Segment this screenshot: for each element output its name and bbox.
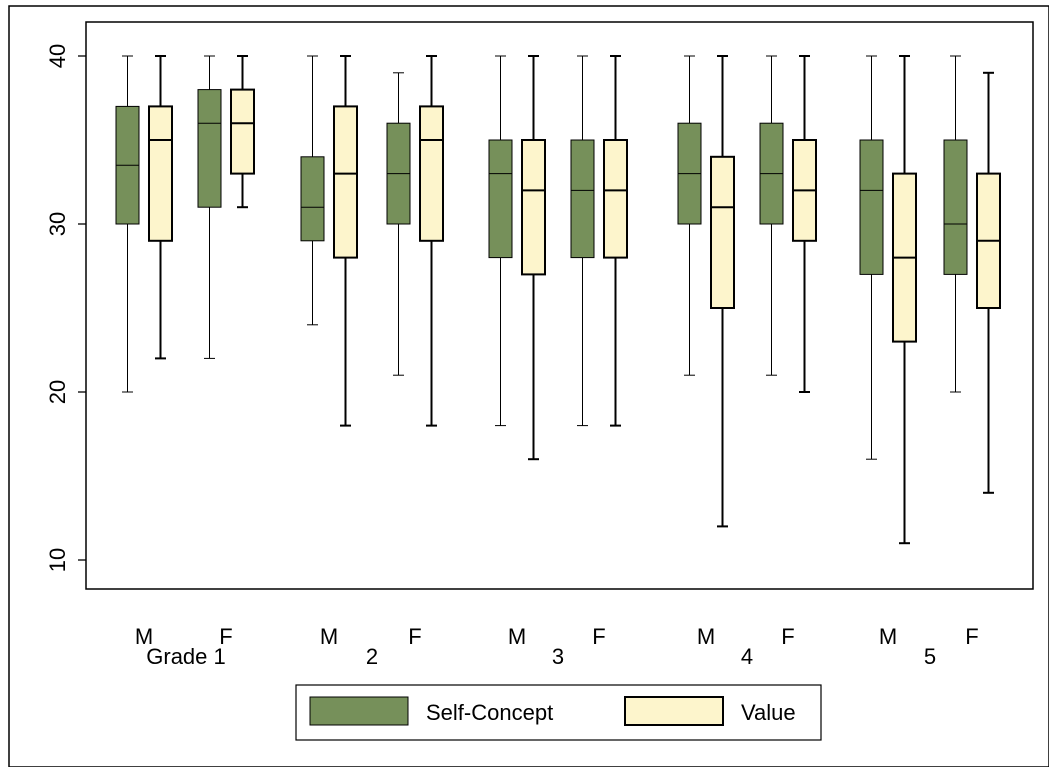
value-box-3-f	[603, 55, 628, 427]
self-concept-box-grade-1-m	[115, 55, 140, 393]
legend-frame	[295, 684, 822, 741]
legend-swatch-value	[624, 696, 724, 726]
x-sub-label-5-f: F	[965, 624, 978, 649]
value-box-grade-1-m-iqr	[148, 105, 173, 242]
value-box-2-m	[333, 55, 358, 427]
self-concept-box-3-f	[570, 55, 595, 427]
x-group-label-grade-1: Grade 1	[146, 644, 226, 669]
self-concept-box-4-m	[677, 55, 702, 376]
x-sub-label-grade-1-f: F	[219, 624, 232, 649]
value-box-3-f-iqr	[603, 139, 628, 259]
boxes-layer	[115, 55, 1001, 545]
self-concept-box-5-f	[943, 55, 968, 393]
self-concept-box-2-m	[300, 55, 325, 326]
self-concept-box-5-m-iqr	[859, 139, 884, 275]
x-group-label-2: 2	[366, 644, 378, 669]
y-tick-label-30: 30	[45, 212, 70, 236]
y-axis: 10 20 30 40	[45, 44, 86, 572]
value-box-3-m	[521, 55, 546, 461]
x-group-label-4: 4	[741, 644, 753, 669]
value-box-grade-1-f-iqr	[230, 88, 255, 175]
legend-label-self-concept: Self-Concept	[426, 700, 553, 725]
x-sub-label-2-m: M	[320, 624, 338, 649]
value-box-5-f	[976, 71, 1001, 494]
x-sub-label-2-f: F	[408, 624, 421, 649]
value-box-2-m-iqr	[333, 105, 358, 259]
self-concept-box-3-m-iqr	[488, 139, 513, 259]
x-sub-label-5-m: M	[879, 624, 897, 649]
self-concept-box-4-f	[759, 55, 784, 376]
value-box-4-m	[710, 55, 735, 528]
y-tick-label-20: 20	[45, 380, 70, 404]
value-box-2-f-iqr	[419, 105, 444, 242]
legend-item-self-concept: Self-Concept	[309, 696, 553, 726]
x-sub-label-grade-1-m: M	[135, 624, 153, 649]
value-box-4-m-iqr	[710, 155, 735, 309]
x-sub-label-3-f: F	[592, 624, 605, 649]
legend-label-value: Value	[741, 700, 796, 725]
legend-swatch-self-concept	[309, 696, 409, 726]
x-group-label-5: 5	[924, 644, 936, 669]
value-box-3-m-iqr	[521, 139, 546, 276]
self-concept-box-3-m	[488, 55, 513, 427]
x-group-label-3: 3	[552, 644, 564, 669]
x-sub-label-4-f: F	[781, 624, 794, 649]
self-concept-box-5-f-iqr	[943, 139, 968, 275]
x-sub-label-3-m: M	[508, 624, 526, 649]
value-box-grade-1-f	[230, 55, 255, 209]
legend: Self-Concept Value	[295, 684, 822, 741]
self-concept-box-2-m-iqr	[300, 156, 325, 242]
plot-area	[85, 21, 1034, 590]
value-box-grade-1-m	[148, 55, 173, 360]
y-tick-label-40: 40	[45, 44, 70, 68]
x-sub-label-4-m: M	[697, 624, 715, 649]
self-concept-box-3-f-iqr	[570, 139, 595, 259]
y-tick-label-10: 10	[45, 548, 70, 572]
outer-frame	[8, 5, 1049, 767]
value-box-5-m	[892, 55, 917, 545]
self-concept-box-grade-1-f-iqr	[197, 89, 222, 208]
self-concept-box-2-f	[386, 72, 411, 376]
self-concept-box-5-m	[859, 55, 884, 460]
value-box-2-f	[419, 55, 444, 427]
legend-item-value: Value	[624, 696, 796, 726]
self-concept-box-grade-1-f	[197, 55, 222, 359]
value-box-4-f	[792, 55, 817, 393]
